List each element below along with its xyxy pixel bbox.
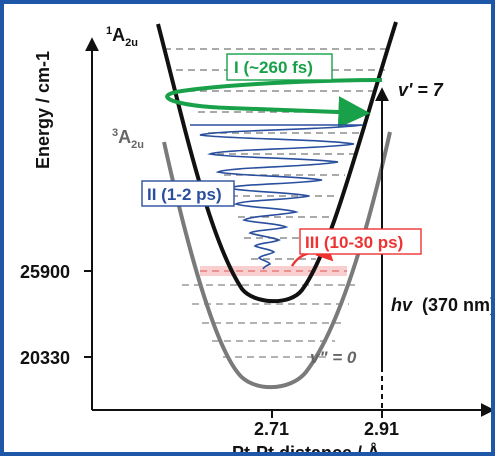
upper-vibrational-label: v' = 7 xyxy=(398,80,444,100)
phase1-label: I (~260 fs) xyxy=(234,58,313,77)
phase2-label: II (1-2 ps) xyxy=(147,185,222,204)
upper-state-label: 1A2u xyxy=(106,25,138,49)
lower-vibrational-label: v" = 0 xyxy=(310,348,357,367)
phase2-box xyxy=(141,180,235,207)
diagram-svg: I (~260 fs) II (1-2 ps) III (10-30 ps) 1… xyxy=(20,21,495,456)
upper-potential-curve xyxy=(156,21,398,304)
y-tick-label-25900: 25900 xyxy=(20,262,70,282)
y-axis-title: Energy / cm-1 xyxy=(33,51,53,169)
lower-potential-curve xyxy=(162,131,392,390)
lower-state-label: 3A2u xyxy=(112,127,144,151)
upper-vibrational-levels xyxy=(164,48,390,260)
hv-label: hv (370 nm) xyxy=(391,295,495,315)
phase1-arrow xyxy=(165,78,383,129)
phase1-box xyxy=(226,53,333,81)
phase3-label: III (10-30 ps) xyxy=(305,233,403,252)
y-tick-label-20330: 20330 xyxy=(20,348,70,368)
phase3-box xyxy=(299,228,422,255)
lower-vibrational-levels xyxy=(182,284,355,358)
x-tick-label-291: 2.91 xyxy=(364,419,399,439)
x-tick-label-271: 2.71 xyxy=(254,419,289,439)
x-axis-title: Pt-Pt distance / Å xyxy=(232,443,380,456)
phase2-wavepacket xyxy=(189,124,364,270)
